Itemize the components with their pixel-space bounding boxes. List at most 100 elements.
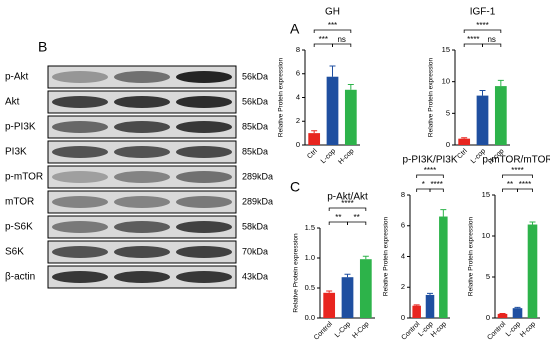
blot-band [52,271,108,283]
bar [323,292,336,318]
error-bar [479,90,486,96]
blot-band [114,271,170,283]
blot-strip [47,165,237,189]
blot-band [114,171,170,183]
size-label: 289kDa [242,196,273,206]
significance-label: *** [328,21,337,30]
x-tick-label: L-Cop [334,321,353,340]
significance-bracket [502,174,533,178]
y-axis-label: Relative Protein expression [293,233,300,313]
significance-label: ns [337,35,345,44]
y-tick-label: 0 [296,140,300,149]
blot-band [176,246,232,258]
size-label: 56kDa [242,96,268,106]
blot-band [176,71,232,83]
size-label: 56kDa [242,71,268,81]
blot-band [176,221,232,233]
y-axis-label: Relative Protein expression [383,217,390,297]
y-tick-label: 0 [486,313,490,322]
size-label: 289kDa [242,171,273,181]
significance-bracket [482,43,502,47]
y-tick-label: 0 [446,140,450,149]
bar [497,313,508,318]
significance-bracket [502,188,518,192]
y-axis-label: Relative Protein expression [278,58,285,138]
significance-label: ** [354,213,360,222]
protein-label: S6K [5,247,24,258]
y-tick-label: 0.0 [305,313,315,322]
blot-band [114,221,170,233]
significance-bracket [328,221,348,225]
y-tick-label: 1.5 [305,223,315,232]
error-bar [347,83,354,90]
bar [425,294,435,318]
protein-label: p-PI3K [5,122,36,133]
size-label: 43kDa [242,271,268,281]
protein-label: Akt [5,97,20,108]
error-bar [514,306,521,309]
error-bar [427,292,433,295]
chart-title: p-PI3K/PI3K [402,155,457,166]
blot-band [176,146,232,158]
protein-label: β-actin [5,272,35,283]
error-bar [461,137,468,139]
significance-label: **** [467,35,479,44]
y-tick-label: 10 [482,231,490,240]
significance-bracket [416,188,431,192]
bar [527,224,538,318]
bar [512,308,523,318]
blot-band [52,171,108,183]
error-bar [413,304,420,306]
blot-band [176,96,232,108]
bar [359,259,372,318]
significance-bracket [313,43,333,47]
x-tick-label: H-cop [337,148,355,166]
blot-band [176,171,232,183]
x-tick-label: Control [313,320,334,341]
x-tick-label: H-Cop [351,321,370,340]
y-axis-label: Relative Protein expression [428,58,435,138]
y-tick-label: 6 [296,69,300,78]
y-tick-label: 2 [401,282,405,291]
protein-label: p-Akt [5,72,29,83]
protein-label: p-S6K [5,222,33,233]
blot-band [52,146,108,158]
blot-band [114,96,170,108]
significance-bracket [517,188,533,192]
bar [326,76,339,145]
y-tick-label: 4 [401,251,405,260]
x-tick-label: H-cop [430,321,448,339]
significance-label: *** [319,35,328,44]
error-bar [329,65,336,77]
bar [344,89,357,145]
blot-band [52,96,108,108]
x-tick-label: L-cop [320,148,337,165]
blot-band [114,121,170,133]
blot-band [176,121,232,133]
y-tick-label: 6 [401,221,405,230]
panel-label: A [290,21,300,37]
significance-label: **** [511,166,523,175]
bar [458,138,471,145]
bar [439,216,448,318]
x-tick-label: Ctrl [456,147,469,160]
chart-title: p-Akt/Akt [327,192,368,203]
significance-label: **** [430,180,442,189]
blot-band [176,196,232,208]
significance-label: * [422,180,425,189]
y-tick-label: 2 [296,116,300,125]
y-tick-label: 0.5 [305,283,315,292]
chart-title: IGF-1 [470,7,496,18]
y-tick-label: 4 [296,92,300,101]
significance-bracket [313,29,352,33]
panel-label: C [290,179,300,195]
error-bar [326,290,333,293]
y-tick-label: 8 [296,45,300,54]
significance-label: **** [341,199,353,208]
bar [476,95,489,145]
error-bar [362,255,369,260]
error-bar [344,273,351,278]
y-tick-label: 15 [482,190,490,199]
y-tick-label: 5 [446,108,450,117]
significance-label: **** [519,180,531,189]
